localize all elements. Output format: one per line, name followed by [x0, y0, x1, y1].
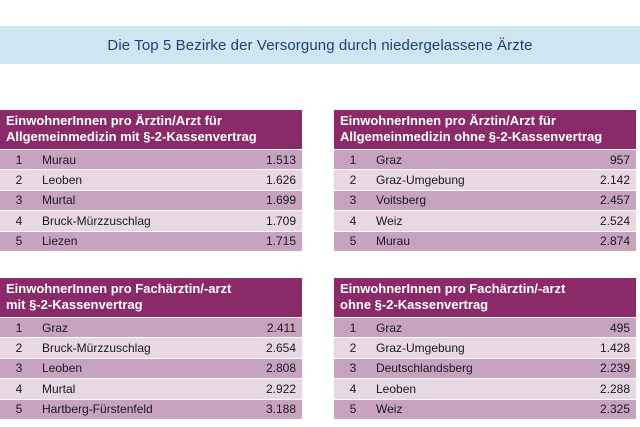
table-header: EinwohnerInnen pro Ärztin/Arzt für Allge… — [0, 110, 302, 149]
table-row: 3 Leoben 2.808 — [0, 357, 302, 379]
district-cell: Murau — [376, 234, 411, 249]
table-row: 2 Graz-Umgebung 1.428 — [334, 337, 636, 358]
table-row: 5 Hartberg-Fürstenfeld 3.188 — [0, 398, 302, 419]
value-cell: 1.699 — [265, 193, 296, 208]
rank-cell: 1 — [349, 152, 357, 167]
rank-cell: 4 — [349, 213, 357, 228]
value-cell: 1.428 — [599, 341, 630, 356]
table-row: 1 Graz 495 — [334, 317, 636, 338]
rank-cell: 2 — [349, 173, 357, 188]
table-header-line: EinwohnerInnen pro Ärztin/Arzt für — [6, 113, 222, 128]
rank-cell: 3 — [349, 193, 357, 208]
rank-cell: 1 — [349, 320, 357, 335]
table-header-line: EinwohnerInnen pro Ärztin/Arzt für — [340, 113, 556, 128]
district-cell: Deutschlandsberg — [376, 361, 473, 376]
value-cell: 2.239 — [599, 361, 630, 376]
value-cell: 1.626 — [265, 173, 296, 188]
value-cell: 1.715 — [265, 234, 296, 249]
value-cell: 1.513 — [265, 152, 296, 167]
district-cell: Leoben — [376, 381, 417, 396]
rank-cell: 4 — [349, 381, 357, 396]
value-cell: 495 — [609, 320, 630, 335]
table-header-line: Allgemeinmedizin mit §-2-Kassenvertrag — [6, 129, 257, 144]
rank-cell: 3 — [15, 193, 23, 208]
table-facharzt-ohne-kassenvertrag: EinwohnerInnen pro Fachärztin/-arzt ohne… — [334, 278, 636, 419]
rank-cell: 5 — [349, 402, 357, 417]
table-header-line: Allgemeinmedizin ohne §-2-Kassenvertrag — [340, 129, 603, 144]
district-cell: Graz — [376, 152, 403, 167]
value-cell: 2.288 — [599, 381, 630, 396]
table-header-line: mit §-2-Kassenvertrag — [6, 297, 143, 312]
value-cell: 2.808 — [265, 361, 296, 376]
table-row: 4 Leoben 2.288 — [334, 378, 636, 399]
rank-cell: 2 — [349, 341, 357, 356]
district-cell: Murtal — [42, 381, 76, 396]
rank-cell: 2 — [15, 341, 23, 356]
district-cell: Graz — [376, 320, 403, 335]
title-banner: Die Top 5 Bezirke der Versorgung durch n… — [0, 26, 640, 64]
page-title: Die Top 5 Bezirke der Versorgung durch n… — [107, 36, 533, 54]
table-header-line: EinwohnerInnen pro Fachärztin/-arzt — [340, 281, 566, 296]
value-cell: 1.709 — [265, 213, 296, 228]
table-row: 3 Voitsberg 2.457 — [334, 189, 636, 211]
table-header-line: ohne §-2-Kassenvertrag — [340, 297, 489, 312]
district-cell: Murtal — [42, 193, 76, 208]
district-cell: Weiz — [376, 213, 403, 228]
district-cell: Graz-Umgebung — [376, 341, 465, 356]
district-cell: Graz-Umgebung — [376, 173, 465, 188]
rank-cell: 4 — [15, 213, 23, 228]
district-cell: Liezen — [42, 234, 78, 249]
table-row: 3 Deutschlandsberg 2.239 — [334, 357, 636, 379]
table-row: 1 Graz 2.411 — [0, 317, 302, 338]
value-cell: 2.654 — [265, 341, 296, 356]
table-row: 3 Murtal 1.699 — [0, 189, 302, 211]
value-cell: 2.457 — [599, 193, 630, 208]
district-cell: Voitsberg — [376, 193, 427, 208]
value-cell: 957 — [609, 152, 630, 167]
value-cell: 3.188 — [265, 402, 296, 417]
district-cell: Graz — [42, 320, 69, 335]
rank-cell: 2 — [15, 173, 23, 188]
rank-cell: 5 — [15, 234, 23, 249]
rank-cell: 1 — [15, 320, 23, 335]
table-allgemein-mit-kassenvertrag: EinwohnerInnen pro Ärztin/Arzt für Allge… — [0, 110, 302, 251]
district-cell: Murau — [42, 152, 77, 167]
value-cell: 2.142 — [599, 173, 630, 188]
table-row: 5 Liezen 1.715 — [0, 230, 302, 251]
table-row: 4 Murtal 2.922 — [0, 378, 302, 399]
table-row: 1 Murau 1.513 — [0, 149, 302, 170]
district-cell: Hartberg-Fürstenfeld — [42, 402, 153, 417]
district-cell: Bruck-Mürzzuschlag — [42, 341, 151, 356]
district-cell: Bruck-Mürzzuschlag — [42, 213, 151, 228]
table-row: 4 Weiz 2.524 — [334, 210, 636, 231]
rank-cell: 3 — [349, 361, 357, 376]
value-cell: 2.325 — [599, 402, 630, 417]
table-header: EinwohnerInnen pro Fachärztin/-arzt mit … — [0, 278, 302, 317]
table-row: 2 Graz-Umgebung 2.142 — [334, 169, 636, 190]
table-row: 5 Weiz 2.325 — [334, 398, 636, 419]
district-cell: Leoben — [42, 361, 83, 376]
table-row: 1 Graz 957 — [334, 149, 636, 170]
table-row: 2 Leoben 1.626 — [0, 169, 302, 190]
value-cell: 2.524 — [599, 213, 630, 228]
rank-cell: 4 — [15, 381, 23, 396]
table-facharzt-mit-kassenvertrag: EinwohnerInnen pro Fachärztin/-arzt mit … — [0, 278, 302, 419]
table-row: 5 Murau 2.874 — [334, 230, 636, 251]
rank-cell: 3 — [15, 361, 23, 376]
district-cell: Leoben — [42, 173, 83, 188]
rank-cell: 1 — [15, 152, 23, 167]
table-header: EinwohnerInnen pro Fachärztin/-arzt ohne… — [334, 278, 636, 317]
district-cell: Weiz — [376, 402, 403, 417]
value-cell: 2.922 — [265, 381, 296, 396]
rank-cell: 5 — [349, 234, 357, 249]
table-header: EinwohnerInnen pro Ärztin/Arzt für Allge… — [334, 110, 636, 149]
rank-cell: 5 — [15, 402, 23, 417]
table-header-line: EinwohnerInnen pro Fachärztin/-arzt — [6, 281, 232, 296]
table-row: 2 Bruck-Mürzzuschlag 2.654 — [0, 337, 302, 358]
value-cell: 2.874 — [599, 234, 630, 249]
table-row: 4 Bruck-Mürzzuschlag 1.709 — [0, 210, 302, 231]
table-allgemein-ohne-kassenvertrag: EinwohnerInnen pro Ärztin/Arzt für Allge… — [334, 110, 636, 251]
value-cell: 2.411 — [266, 320, 296, 335]
